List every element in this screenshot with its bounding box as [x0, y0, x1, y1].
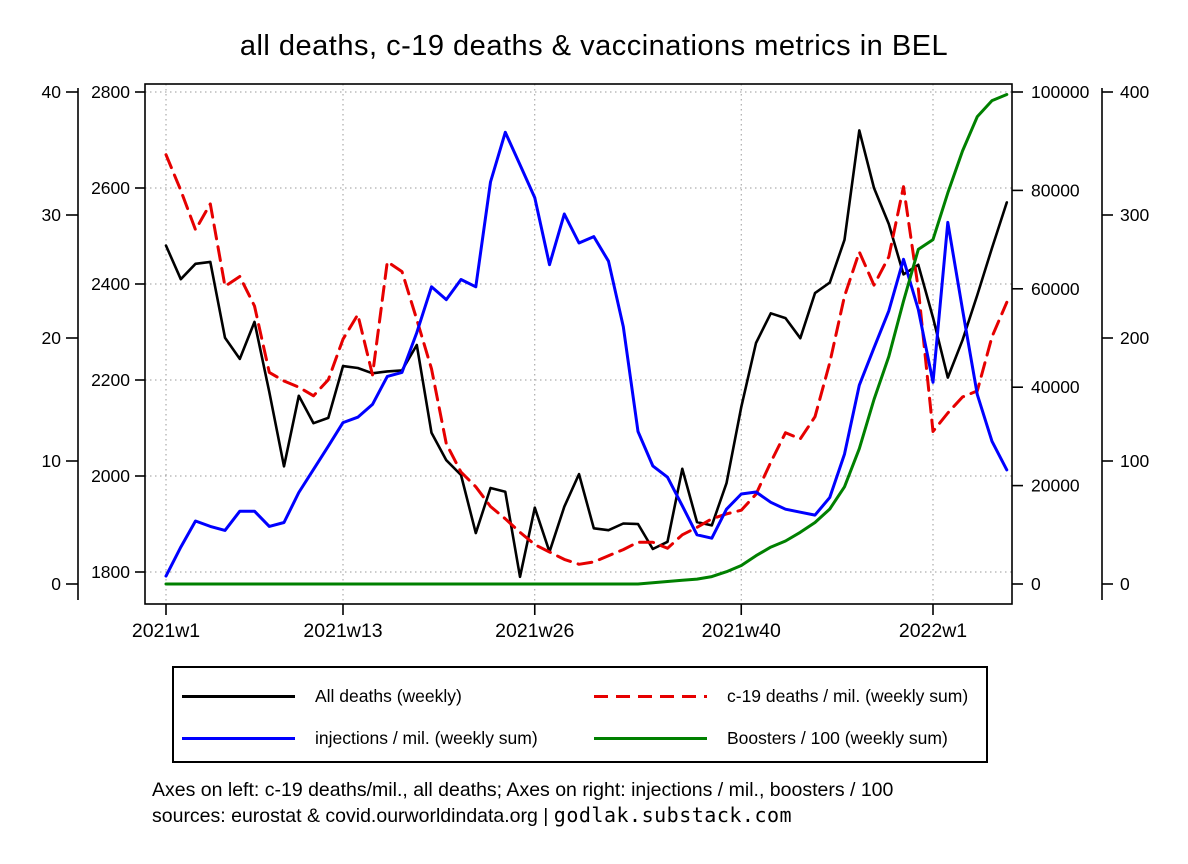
- axis-right-inner-tick-label: 20000: [1031, 476, 1080, 496]
- footer-notes: Axes on left: c-19 deaths/mil., all deat…: [152, 778, 1152, 829]
- axis-right-inner-tick-label: 40000: [1031, 377, 1080, 397]
- legend-item-boosters: Boosters / 100 (weekly sum): [594, 728, 948, 748]
- axis-right-outer-tick-label: 300: [1120, 205, 1149, 225]
- axis-right-inner-tick-label: 60000: [1031, 279, 1080, 299]
- axis-left-outer-tick-label: 30: [42, 205, 62, 225]
- legend-item-c19-deaths: c-19 deaths / mil. (weekly sum): [594, 686, 968, 706]
- legend-label-boosters: Boosters / 100 (weekly sum): [727, 727, 948, 748]
- footer-substack-link[interactable]: godlak.substack.com: [553, 803, 793, 827]
- footer-sources-text: sources: eurostat & covid.ourworldindata…: [152, 805, 554, 827]
- legend-item-all-deaths: All deaths (weekly): [182, 686, 462, 706]
- axis-right-outer-tick-label: 100: [1120, 451, 1149, 471]
- x-axis-tick-label: 2022w1: [899, 620, 967, 642]
- legend-line-all-deaths-icon: [182, 694, 295, 698]
- axis-right-outer-tick-label: 400: [1120, 82, 1149, 102]
- axis-left-outer-tick-label: 20: [42, 328, 62, 348]
- series-injections-mil-weekly-sum: [164, 130, 1009, 578]
- axis-left-inner-tick-label: 2200: [91, 370, 130, 390]
- axis-left-outer-tick-label: 40: [42, 82, 62, 102]
- x-axis-tick-label: 2021w26: [495, 620, 574, 642]
- axis-left-inner-tick-label: 1800: [91, 562, 130, 582]
- chart-plot: 2021w1 2021w13 2021w26 2021w40 2022w1 0 10 20 30…: [42, 82, 1150, 642]
- axis-right-outer-tick-label: 0: [1120, 574, 1130, 594]
- legend-line-boosters-icon: [594, 736, 707, 740]
- axis-left-inner-tick-label: 2000: [91, 466, 130, 486]
- axis-right-inner-tick-label: 100000: [1031, 82, 1090, 102]
- axis-left-inner-tick-label: 2600: [91, 178, 130, 198]
- plot-frame: [144, 83, 1013, 605]
- legend-label-c19-deaths: c-19 deaths / mil. (weekly sum): [727, 685, 969, 706]
- series-all-deaths-weekly: [164, 129, 1009, 579]
- axis-left-inner-tick-label: 2800: [91, 82, 130, 102]
- series-c-19-deaths-mil-weekly-sum: [164, 153, 1009, 566]
- legend-line-injections-icon: [182, 736, 295, 740]
- page-title: all deaths, c-19 deaths & vaccinations m…: [239, 30, 949, 62]
- legend-box: All deaths (weekly) c-19 deaths / mil. (…: [172, 666, 988, 763]
- axis-left-outer-tick-label: 10: [42, 451, 62, 471]
- footer-axes-note: Axes on left: c-19 deaths/mil., all deat…: [152, 779, 894, 801]
- footer-sources-note: sources: eurostat & covid.ourworldindata…: [152, 803, 1152, 829]
- axis-right-outer-tick-label: 200: [1120, 328, 1149, 348]
- legend-line-c19-deaths-icon: [594, 694, 707, 698]
- legend-label-injections: injections / mil. (weekly sum): [315, 727, 538, 748]
- x-axis-tick-label: 2021w40: [702, 620, 781, 642]
- x-axis-tick-label: 2021w13: [303, 620, 382, 642]
- axis-left-outer-tick-label: 0: [51, 574, 61, 594]
- axis-right-inner-tick-label: 0: [1031, 574, 1041, 594]
- legend-item-injections: injections / mil. (weekly sum): [182, 728, 538, 748]
- legend-label-all-deaths: All deaths (weekly): [315, 685, 462, 706]
- x-axis-tick-label: 2021w1: [132, 620, 200, 642]
- axis-right-inner-tick-label: 80000: [1031, 180, 1080, 200]
- axis-left-inner-tick-label: 2400: [91, 274, 130, 294]
- series-boosters-100-weekly-sum: [164, 93, 1009, 586]
